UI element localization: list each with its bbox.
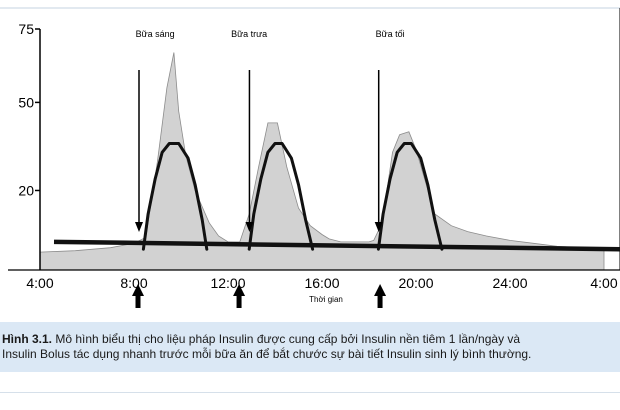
x-tick-label: 12:00 — [210, 275, 245, 291]
basal-insulin-line — [53, 239, 620, 252]
meal-label-1: Bữa sáng — [136, 29, 175, 39]
bolus-curve-3 — [376, 142, 444, 251]
caption-line-2: Insulin Bolus tác dụng nhanh trước mỗi b… — [2, 347, 532, 361]
figure-caption: Hình 3.1. Mô hình biểu thị cho liệu pháp… — [0, 322, 620, 372]
bottom-rule — [0, 392, 620, 393]
x-tick-label: 16:00 — [304, 275, 339, 291]
caption-label: Hình 3.1. — [2, 332, 53, 346]
x-tick-label: 4:00 — [590, 275, 617, 291]
injection-arrow-head-3 — [374, 284, 387, 296]
axis-layer: 75 50 20 4:00 8:00 12:00 16:00 20:00 24:00 4:00 — [8, 21, 620, 291]
x-tick-label: 24:00 — [492, 275, 527, 291]
bolus-curve-2 — [247, 142, 315, 251]
y-tick-label: 50 — [18, 94, 34, 110]
x-axis-label: Thời gian — [309, 295, 343, 304]
area-layer — [39, 52, 605, 271]
meal-arrow-head-2 — [245, 222, 254, 232]
y-tick-label: 20 — [18, 182, 34, 198]
meal-arrow-head-3 — [374, 222, 383, 232]
bolus-curve-1 — [141, 142, 209, 251]
meal-label-3: Bữa tối — [376, 29, 405, 39]
y-tick-label: 75 — [18, 21, 34, 37]
injection-arrow-head-1 — [132, 284, 144, 296]
injection-arrow-shaft-2 — [236, 295, 242, 308]
injection-arrow-shaft-3 — [377, 295, 383, 308]
x-tick-label: 8:00 — [120, 275, 147, 291]
injection-arrow-head-2 — [233, 284, 246, 296]
insulin-chart: 75 50 20 4:00 8:00 12:00 16:00 20:00 24:00 4:00 B… — [0, 7, 620, 308]
caption-text-1: Mô hình biểu thị cho liệu pháp Insulin đ… — [52, 332, 521, 346]
caption-line-1: Hình 3.1. Mô hình biểu thị cho liệu pháp… — [2, 332, 620, 347]
x-tick-label: 4:00 — [26, 275, 53, 291]
x-tick-label: 20:00 — [398, 275, 433, 291]
meal-label-2: Bữa trưa — [231, 29, 267, 39]
meal-arrow-head-1 — [135, 222, 143, 232]
curve-layer — [53, 142, 620, 252]
marker-layer: Bữa sáng Bữa trưa Bữa tối — [132, 29, 405, 308]
physiological-insulin-area — [39, 52, 605, 271]
injection-arrow-shaft-1 — [135, 295, 141, 308]
